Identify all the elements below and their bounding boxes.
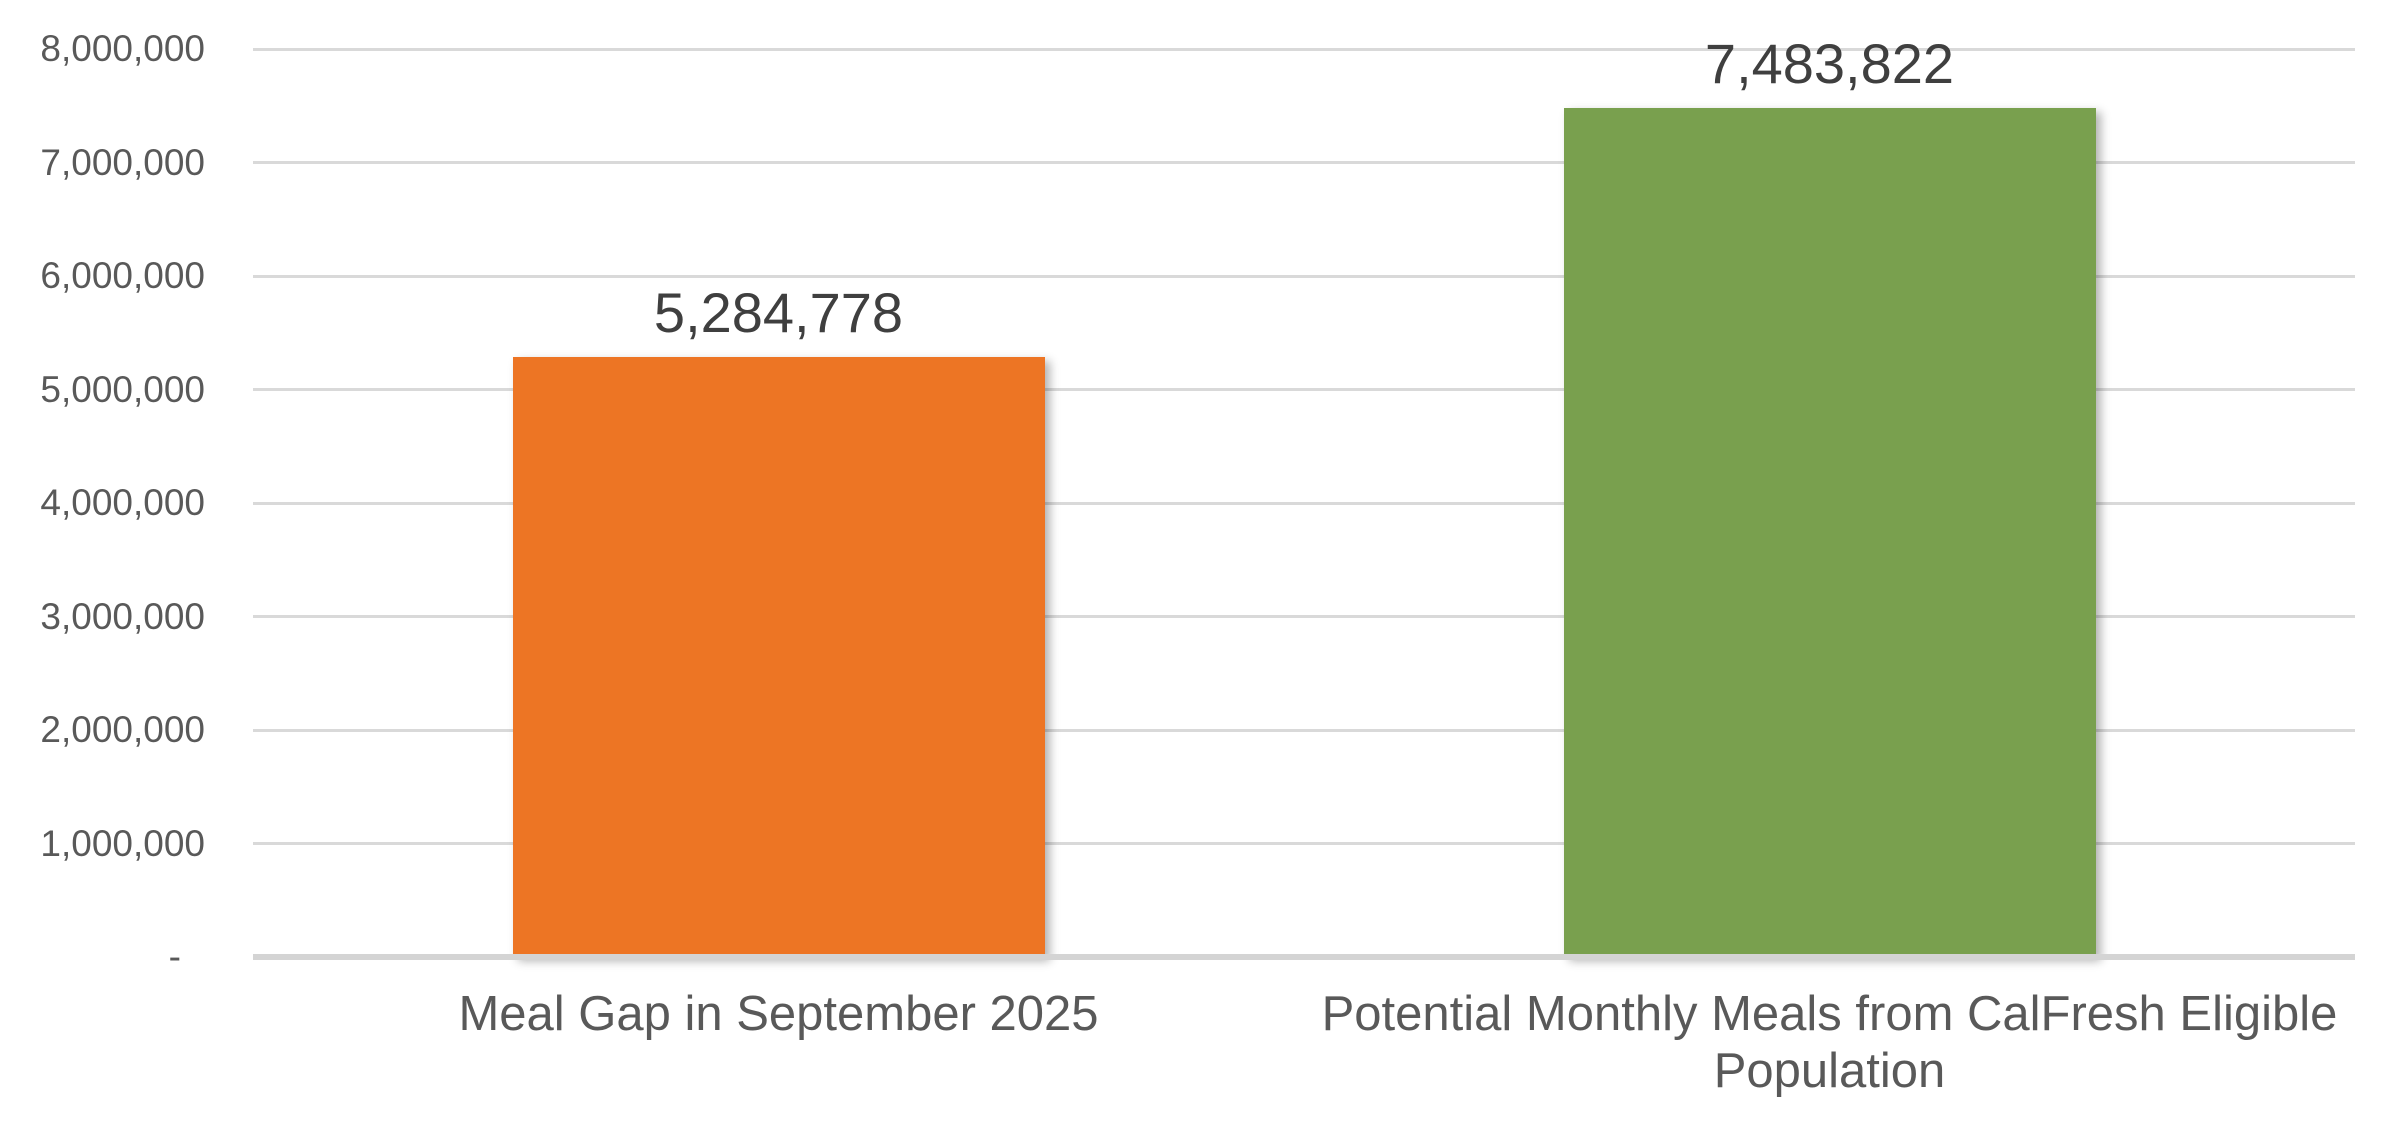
y-axis-tick-label: 4,000,000 [40, 482, 205, 523]
y-axis: 8,000,000 7,000,000 6,000,000 5,000,000 4,00… [0, 0, 205, 1137]
gridline [253, 615, 2355, 618]
y-axis-tick-label: 6,000,000 [40, 255, 205, 296]
y-axis-tick-label: 5,000,000 [40, 368, 205, 410]
x-axis-line [253, 954, 2355, 960]
y-axis-tick-label: 3,000,000 [40, 595, 205, 637]
x-axis-category-label: Meal Gap in September 2025 [249, 986, 1309, 1043]
plot-area: 5,284,778 7,483,822 [253, 34, 2355, 960]
y-axis-tick-label: - [168, 936, 181, 977]
gridline [253, 274, 2355, 278]
category-label-line: Potential Monthly Meals from CalFresh El… [1321, 987, 2338, 1041]
bar-value-label: 7,483,822 [1704, 31, 1955, 95]
chart-bar[interactable] [512, 357, 1045, 957]
chart-bar[interactable] [1563, 107, 2096, 957]
gridline [253, 501, 2355, 505]
y-axis-tick-label: 1,000,000 [40, 822, 205, 864]
gridline [253, 47, 2355, 51]
y-axis-tick-label: 7,000,000 [40, 141, 205, 183]
gridline [253, 842, 2355, 845]
y-axis-tick-label: 8,000,000 [40, 28, 205, 69]
gridline [253, 728, 2355, 732]
category-label-line: Meal Gap in September 2025 [458, 987, 1099, 1041]
bar-value-label: 5,284,778 [653, 281, 904, 345]
gridline [253, 388, 2355, 391]
category-label-line: Population [1713, 1044, 1946, 1098]
x-axis-category-label: Potential Monthly Meals from CalFresh El… [1300, 986, 2360, 1100]
gridline [253, 161, 2355, 164]
x-axis: Meal Gap in September 2025 Potential Mont… [253, 986, 2355, 1137]
y-axis-tick-label: 2,000,000 [40, 709, 205, 750]
